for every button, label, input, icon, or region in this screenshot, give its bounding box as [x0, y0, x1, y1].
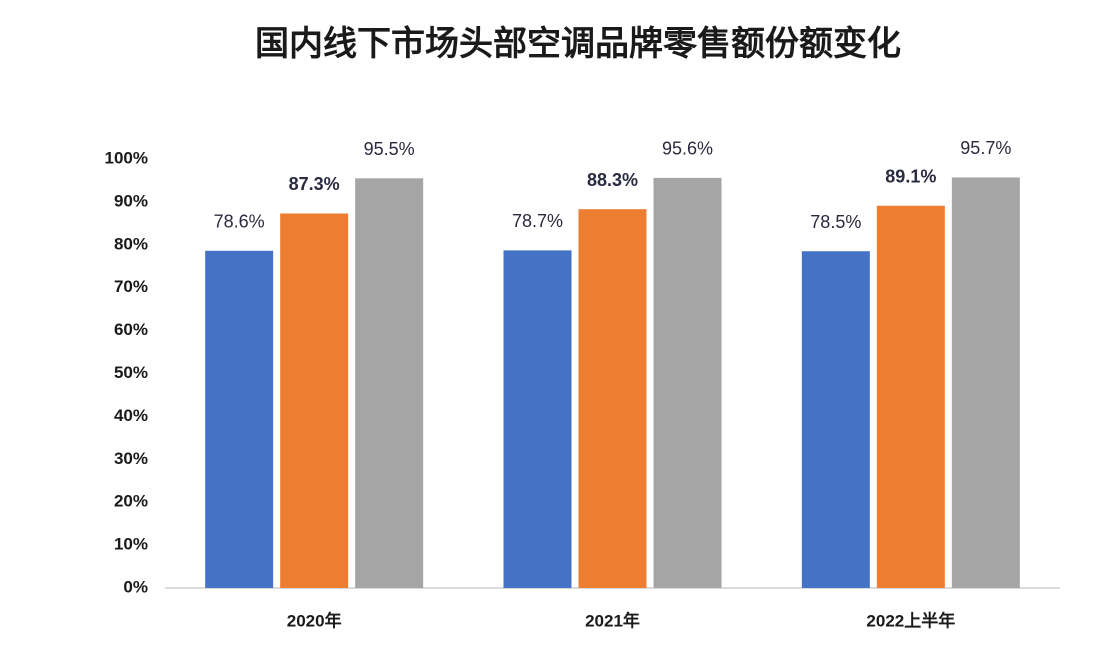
- x-tick-label: 2020年: [287, 610, 342, 630]
- chart-title: 国内线下市场头部空调品牌零售额份额变化: [255, 24, 901, 63]
- y-tick-label: 40%: [114, 406, 148, 425]
- bar: [503, 250, 572, 588]
- value-label: 88.3%: [587, 170, 638, 190]
- bar: [951, 177, 1020, 588]
- value-label: 78.6%: [214, 212, 265, 232]
- bar: [355, 178, 424, 588]
- y-tick-label: 100%: [105, 148, 148, 167]
- bar: [876, 205, 945, 589]
- y-tick-label: 20%: [114, 492, 148, 511]
- bar: [280, 213, 349, 588]
- x-tick-label: 2022上半年: [866, 610, 955, 630]
- value-label: 78.5%: [810, 212, 861, 232]
- y-tick-label: 0%: [123, 577, 148, 596]
- bar: [653, 177, 722, 588]
- x-tick-label: 2021年: [585, 610, 640, 630]
- value-label: 78.7%: [512, 211, 563, 231]
- bar: [578, 209, 647, 588]
- y-tick-label: 60%: [114, 320, 148, 339]
- value-label: 95.7%: [960, 138, 1011, 158]
- y-tick-label: 80%: [114, 234, 148, 253]
- y-tick-label: 90%: [114, 191, 148, 210]
- value-label: 87.3%: [289, 174, 340, 194]
- y-tick-label: 70%: [114, 277, 148, 296]
- bar: [205, 250, 274, 588]
- y-tick-label: 50%: [114, 363, 148, 382]
- y-tick-label: 10%: [114, 535, 148, 554]
- y-tick-label: 30%: [114, 449, 148, 468]
- value-label: 95.5%: [364, 139, 415, 159]
- bar: [801, 251, 870, 589]
- value-label: 95.6%: [662, 139, 713, 159]
- value-label: 89.1%: [885, 167, 936, 187]
